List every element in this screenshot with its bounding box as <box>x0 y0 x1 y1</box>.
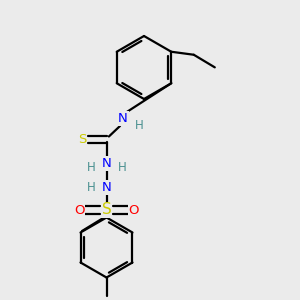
Text: H: H <box>118 160 127 174</box>
Text: N: N <box>102 157 111 170</box>
Text: O: O <box>128 203 139 217</box>
Text: H: H <box>86 181 95 194</box>
Text: S: S <box>78 133 87 146</box>
Text: O: O <box>74 203 85 217</box>
Text: H: H <box>135 119 144 133</box>
Text: N: N <box>102 181 111 194</box>
Text: H: H <box>86 160 95 174</box>
Text: S: S <box>102 202 111 217</box>
Text: N: N <box>118 112 128 125</box>
